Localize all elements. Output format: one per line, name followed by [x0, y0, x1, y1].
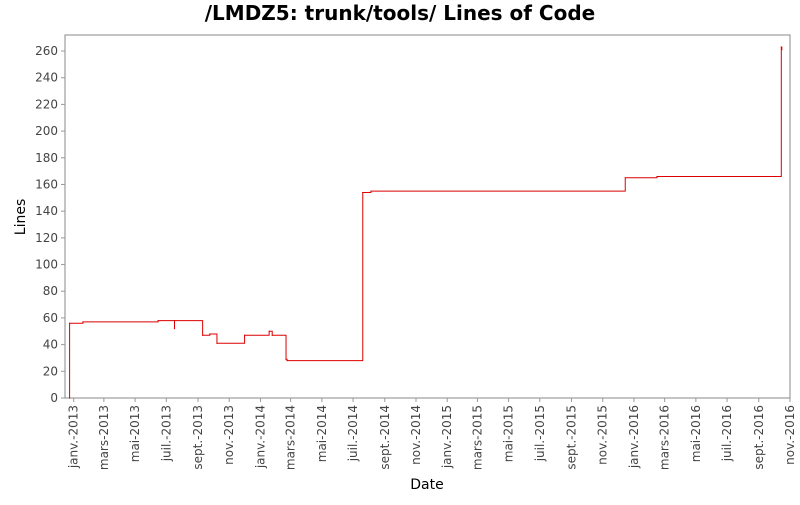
data-point	[624, 177, 626, 179]
x-tick-label: juil.-2016	[720, 405, 734, 462]
data-point	[271, 334, 273, 336]
data-point	[243, 334, 246, 336]
data-point	[656, 175, 658, 178]
x-tick-label: mars-2016	[658, 405, 672, 470]
x-tick-label: mai-2013	[128, 405, 142, 462]
y-axis-label: Lines	[13, 199, 29, 235]
x-tick-label: juil.-2015	[533, 405, 547, 462]
x-tick-label: nov.-2015	[596, 405, 610, 465]
y-tick-label: 200	[35, 124, 58, 138]
data-point	[69, 322, 71, 324]
x-tick-label: mai-2014	[315, 405, 329, 462]
y-tick-label: 240	[35, 71, 58, 85]
y-tick-label: 140	[35, 204, 58, 218]
x-tick-label: sept.-2014	[378, 405, 392, 470]
x-tick-label: mai-2016	[689, 405, 703, 462]
x-tick-label: janv.-2013	[67, 405, 81, 469]
y-tick-label: 60	[43, 311, 58, 325]
x-tick-label: nov.-2013	[222, 405, 236, 465]
y-tick-label: 220	[35, 97, 58, 111]
x-tick-label: sept.-2015	[565, 405, 579, 470]
data-point	[173, 319, 176, 322]
x-tick-label: mars-2014	[284, 405, 298, 470]
y-tick-label: 0	[50, 391, 58, 405]
y-tick-label: 40	[43, 338, 58, 352]
series-line	[69, 46, 783, 398]
y-axis: 0 20 40 60 80 100 120 140 160 180 200 220 240 260	[35, 44, 65, 405]
data-point	[202, 334, 204, 336]
data-point	[268, 330, 270, 332]
y-tick-label: 180	[35, 151, 58, 165]
data-point	[82, 321, 84, 323]
x-tick-label: janv.-2016	[627, 405, 641, 469]
y-tick-label: 120	[35, 231, 58, 245]
x-tick-label: sept.-2016	[752, 405, 766, 470]
x-tick-label: sept.-2013	[191, 405, 205, 470]
x-tick-label: juil.-2014	[346, 405, 360, 462]
x-tick-label: juil.-2013	[159, 405, 173, 462]
y-tick-label: 80	[43, 284, 58, 298]
y-tick-label: 20	[43, 364, 58, 378]
x-tick-label: nov.-2016	[783, 405, 797, 465]
y-tick-label: 100	[35, 258, 58, 272]
x-tick-label: janv.-2015	[440, 405, 454, 469]
chart-title: /LMDZ5: trunk/tools/ Lines of Code	[205, 1, 595, 25]
x-tick-label: mars-2013	[97, 405, 111, 470]
x-axis: janv.-2013 mars-2013 mai-2013 juil.-2013 sep…	[67, 398, 797, 470]
data-point	[173, 328, 176, 330]
data-point	[362, 191, 364, 194]
data-point	[780, 46, 782, 48]
series-points	[69, 46, 783, 399]
data-point	[285, 358, 287, 360]
data-point	[370, 190, 372, 192]
x-tick-label: mars-2015	[470, 405, 484, 470]
x-tick-label: nov.-2014	[409, 405, 423, 465]
data-point	[781, 49, 783, 51]
plot-frame	[64, 34, 791, 399]
y-tick-label: 260	[35, 44, 58, 58]
data-point	[286, 360, 288, 362]
data-point	[209, 333, 211, 335]
x-tick-label: janv.-2014	[253, 405, 267, 469]
x-axis-label: Date	[410, 477, 443, 493]
x-tick-label: mai-2015	[502, 405, 516, 462]
y-tick-label: 160	[35, 177, 58, 191]
data-point	[69, 397, 71, 399]
data-point	[157, 319, 159, 322]
data-point	[216, 342, 218, 344]
